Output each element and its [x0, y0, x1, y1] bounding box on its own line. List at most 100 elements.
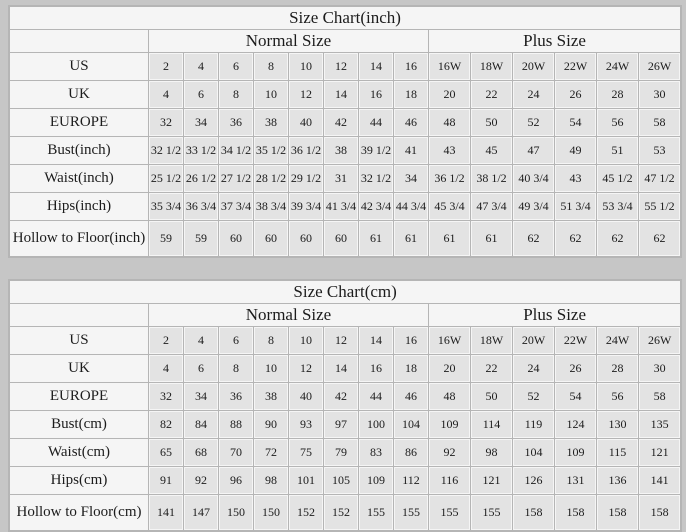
table-row: Bust(inch) 32 1/2 33 1/2 34 1/2 35 1/2 36 1/2… — [10, 137, 681, 164]
size-cell: 34 — [184, 383, 218, 410]
size-cell: 24W — [597, 327, 638, 354]
size-cell: 14 — [324, 81, 358, 108]
size-cell: 48 — [429, 109, 470, 136]
row-label: Bust(cm) — [10, 411, 148, 438]
size-cell: 10 — [289, 327, 323, 354]
size-cell: 18 — [394, 81, 428, 108]
size-cell: 36 3/4 — [184, 193, 218, 220]
size-cell: 8 — [219, 355, 253, 382]
size-cell: 31 — [324, 165, 358, 192]
size-cell: 32 — [149, 383, 183, 410]
size-cell: 28 1/2 — [254, 165, 288, 192]
size-cell: 39 3/4 — [289, 193, 323, 220]
size-cell: 16 — [359, 81, 393, 108]
size-cell: 32 1/2 — [359, 165, 393, 192]
size-cell: 97 — [324, 411, 358, 438]
table-row: Hips(inch) 35 3/4 36 3/4 37 3/4 38 3/4 39 3/4… — [10, 193, 681, 220]
size-cell: 6 — [184, 355, 218, 382]
size-cell: 152 — [289, 495, 323, 530]
size-cell: 104 — [513, 439, 554, 466]
size-cell: 28 — [597, 355, 638, 382]
size-cell: 39 1/2 — [359, 137, 393, 164]
size-cell: 150 — [219, 495, 253, 530]
size-cell: 158 — [639, 495, 681, 530]
plus-size-header: Plus Size — [429, 304, 681, 326]
size-cell: 54 — [555, 383, 596, 410]
size-cell: 150 — [254, 495, 288, 530]
size-cell: 98 — [471, 439, 512, 466]
size-cell: 35 1/2 — [254, 137, 288, 164]
size-cell: 4 — [149, 81, 183, 108]
table-row: Bust(cm) 82 84 88 90 93 97 100 104 109 114 119 124 13… — [10, 411, 681, 438]
size-cell: 105 — [324, 467, 358, 494]
size-cell: 92 — [429, 439, 470, 466]
size-cell: 38 3/4 — [254, 193, 288, 220]
size-cell: 12 — [289, 355, 323, 382]
row-label: US — [10, 53, 148, 80]
size-cell: 26 1/2 — [184, 165, 218, 192]
size-cell: 61 — [394, 221, 428, 256]
table-row: UK 4 6 8 10 12 14 16 18 20 22 24 26 28 30 — [10, 355, 681, 382]
size-cell: 6 — [219, 327, 253, 354]
size-cell: 42 3/4 — [359, 193, 393, 220]
size-cell: 30 — [639, 355, 681, 382]
row-label: EUROPE — [10, 383, 148, 410]
size-cell: 119 — [513, 411, 554, 438]
size-cell: 10 — [254, 355, 288, 382]
size-cell: 114 — [471, 411, 512, 438]
size-cell: 62 — [555, 221, 596, 256]
size-cell: 58 — [639, 109, 681, 136]
size-cell: 42 — [324, 109, 358, 136]
size-cell: 79 — [324, 439, 358, 466]
size-cell: 59 — [184, 221, 218, 256]
size-cell: 33 1/2 — [184, 137, 218, 164]
size-cell: 43 — [555, 165, 596, 192]
row-label: UK — [10, 355, 148, 382]
size-cell: 16 — [394, 53, 428, 80]
size-cell: 141 — [639, 467, 681, 494]
size-cell: 98 — [254, 467, 288, 494]
table-row: Hollow to Floor(inch) 59 59 60 60 60 60 61 61 61 6… — [10, 221, 681, 256]
size-cell: 42 — [324, 383, 358, 410]
size-cell: 20 — [429, 355, 470, 382]
size-cell: 68 — [184, 439, 218, 466]
row-label: Hollow to Floor(inch) — [10, 221, 148, 256]
size-cell: 61 — [429, 221, 470, 256]
table-row: US 2 4 6 8 10 12 14 16 16W 18W 20W 22W 24W 26W — [10, 327, 681, 354]
size-cell: 20W — [513, 53, 554, 80]
table-title-row: Size Chart(inch) — [10, 7, 681, 29]
size-cell: 126 — [513, 467, 554, 494]
size-cell: 26 — [555, 81, 596, 108]
size-cell: 50 — [471, 109, 512, 136]
size-cell: 86 — [394, 439, 428, 466]
size-cell: 4 — [184, 53, 218, 80]
size-cell: 29 1/2 — [289, 165, 323, 192]
size-cell: 158 — [597, 495, 638, 530]
size-cell: 28 — [597, 81, 638, 108]
size-cell: 72 — [254, 439, 288, 466]
size-cell: 24 — [513, 81, 554, 108]
size-cell: 24 — [513, 355, 554, 382]
size-cell: 20 — [429, 81, 470, 108]
size-cell: 46 — [394, 383, 428, 410]
size-cell: 46 — [394, 109, 428, 136]
size-cell: 14 — [359, 53, 393, 80]
size-cell: 54 — [555, 109, 596, 136]
size-cell: 12 — [324, 53, 358, 80]
size-cell: 70 — [219, 439, 253, 466]
size-cell: 158 — [513, 495, 554, 530]
size-cell: 43 — [429, 137, 470, 164]
size-cell: 131 — [555, 467, 596, 494]
size-cell: 52 — [513, 383, 554, 410]
size-cell: 62 — [639, 221, 681, 256]
size-cell: 16 — [359, 355, 393, 382]
size-cell: 38 1/2 — [471, 165, 512, 192]
size-cell: 50 — [471, 383, 512, 410]
table-row: UK 4 6 8 10 12 14 16 18 20 22 24 26 28 30 — [10, 81, 681, 108]
size-cell: 2 — [149, 53, 183, 80]
size-cell: 24W — [597, 53, 638, 80]
size-cell: 49 — [555, 137, 596, 164]
table-title-row: Size Chart(cm) — [10, 281, 681, 303]
size-cell: 96 — [219, 467, 253, 494]
